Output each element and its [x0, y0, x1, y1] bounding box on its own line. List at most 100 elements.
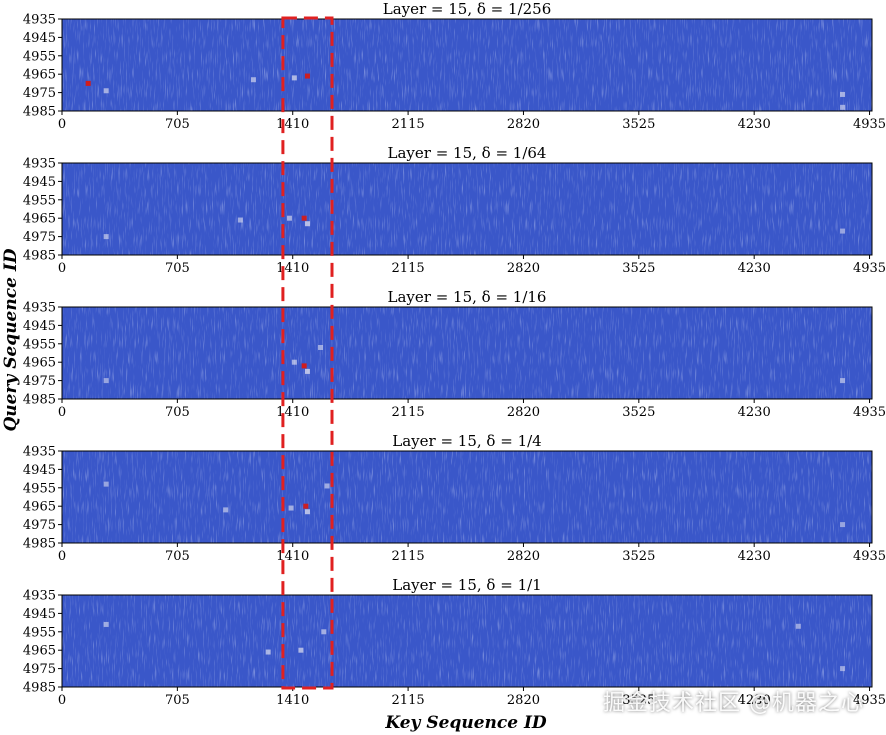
x-tick-label: 3525	[622, 261, 655, 276]
x-tick-label: 4230	[738, 117, 771, 132]
y-tick-label: 4965	[23, 356, 56, 371]
x-tick-label: 1410	[276, 117, 309, 132]
x-tick-label: 4935	[853, 117, 886, 132]
x-tick-label: 4230	[738, 405, 771, 420]
y-tick-label: 4955	[23, 193, 56, 208]
y-tick-label: 4985	[23, 537, 56, 552]
heatmap-cell	[304, 221, 310, 227]
x-tick-label: 0	[58, 261, 66, 276]
x-tick-label: 2820	[507, 693, 540, 708]
x-tick-label: 4230	[738, 693, 771, 708]
heatmap-cell	[298, 647, 304, 653]
heatmap-cell	[223, 507, 229, 513]
x-tick-label: 2115	[392, 693, 425, 708]
x-tick-label: 4230	[738, 549, 771, 564]
heatmap-cell	[237, 217, 243, 223]
panel-title: Layer = 15, δ = 1/1	[392, 576, 541, 594]
panel-title: Layer = 15, δ = 1/64	[388, 144, 547, 162]
panel-frame	[61, 18, 873, 112]
y-tick-label: 4945	[23, 463, 56, 478]
y-tick-label: 4975	[23, 86, 56, 101]
x-tick-label: 1410	[276, 405, 309, 420]
y-tick-label: 4935	[23, 445, 56, 460]
heatmap-cell	[103, 88, 109, 94]
heatmap-cell	[840, 666, 846, 672]
x-tick-label: 1410	[276, 693, 309, 708]
heatmap-texture	[62, 19, 872, 111]
y-tick-label: 4935	[23, 589, 56, 604]
heatmap-texture	[62, 307, 872, 399]
heatmap-cell	[103, 621, 109, 627]
x-tick-label: 1410	[276, 549, 309, 564]
x-tick-label: 2115	[392, 117, 425, 132]
panel-frame	[61, 594, 873, 688]
heatmap-cell	[103, 378, 109, 384]
heatmap-cell	[318, 344, 324, 350]
y-tick-label: 4935	[23, 157, 56, 172]
x-tick-label: 4935	[853, 405, 886, 420]
x-tick-label: 2820	[507, 549, 540, 564]
x-tick-label: 0	[58, 549, 66, 564]
heatmap-cell	[301, 215, 307, 221]
y-tick-label: 4985	[23, 105, 56, 120]
y-tick-label: 4985	[23, 249, 56, 264]
x-tick-label: 3525	[622, 693, 655, 708]
x-tick-label: 705	[165, 693, 190, 708]
heatmap-cell	[291, 75, 297, 81]
x-tick-label: 705	[165, 117, 190, 132]
heatmap-cell	[291, 359, 297, 365]
y-tick-label: 4935	[23, 13, 56, 28]
y-tick-label: 4965	[23, 68, 56, 83]
x-tick-label: 0	[58, 693, 66, 708]
heatmap-cell	[103, 481, 109, 487]
y-tick-label: 4955	[23, 625, 56, 640]
y-tick-label: 4975	[23, 662, 56, 677]
panels-group: Layer = 15, δ = 1/256 0 705 1410 2115 2820 352…	[23, 0, 886, 708]
heatmap-cell	[250, 77, 256, 83]
x-tick-label: 2820	[507, 405, 540, 420]
panel-frame	[61, 450, 873, 544]
heatmap-cell	[840, 91, 846, 97]
heatmap-panel-3: Layer = 15, δ = 1/16 0 705 1410 2115 2820 3525…	[23, 288, 886, 420]
y-tick-label: 4975	[23, 374, 56, 389]
x-tick-label: 705	[165, 549, 190, 564]
x-axis-label: Key Sequence ID	[384, 713, 547, 733]
heatmap-panel-5: Layer = 15, δ = 1/1 0 705 1410 2115 2820 3525 4…	[23, 576, 886, 708]
y-tick-label: 4955	[23, 337, 56, 352]
y-tick-label: 4965	[23, 212, 56, 227]
x-tick-label: 4935	[853, 549, 886, 564]
panel-frame	[61, 306, 873, 400]
x-tick-label: 2820	[507, 261, 540, 276]
x-tick-label: 1410	[276, 261, 309, 276]
y-tick-label: 4975	[23, 230, 56, 245]
heatmap-cell	[840, 228, 846, 234]
x-tick-label: 4935	[853, 693, 886, 708]
x-tick-label: 2115	[392, 405, 425, 420]
y-tick-label: 4945	[23, 607, 56, 622]
x-tick-label: 2820	[507, 117, 540, 132]
heatmap-cell	[840, 104, 846, 110]
heatmap-cell	[288, 505, 294, 511]
heatmap-texture	[62, 451, 872, 543]
y-tick-label: 4965	[23, 644, 56, 659]
heatmap-cell	[840, 522, 846, 528]
x-tick-label: 4230	[738, 261, 771, 276]
heatmap-cell	[286, 215, 292, 221]
y-tick-label: 4945	[23, 319, 56, 334]
x-tick-label: 2115	[392, 549, 425, 564]
y-tick-label: 4945	[23, 31, 56, 46]
y-tick-label: 4965	[23, 500, 56, 515]
panel-title: Layer = 15, δ = 1/256	[383, 0, 552, 18]
x-tick-label: 3525	[622, 549, 655, 564]
heatmap-cell	[795, 623, 801, 629]
heatmap-cell	[265, 649, 271, 655]
heatmap-cell	[321, 629, 327, 635]
x-tick-label: 705	[165, 405, 190, 420]
heatmap-texture	[62, 163, 872, 255]
heatmap-panel-4: Layer = 15, δ = 1/4 0 705 1410 2115 2820 3525 4…	[23, 432, 886, 564]
watermark: 掘金技术社区 @机器之心	[603, 691, 864, 716]
y-tick-label: 4935	[23, 301, 56, 316]
x-tick-label: 3525	[622, 117, 655, 132]
x-tick-label: 0	[58, 117, 66, 132]
heatmap-cell	[840, 378, 846, 384]
